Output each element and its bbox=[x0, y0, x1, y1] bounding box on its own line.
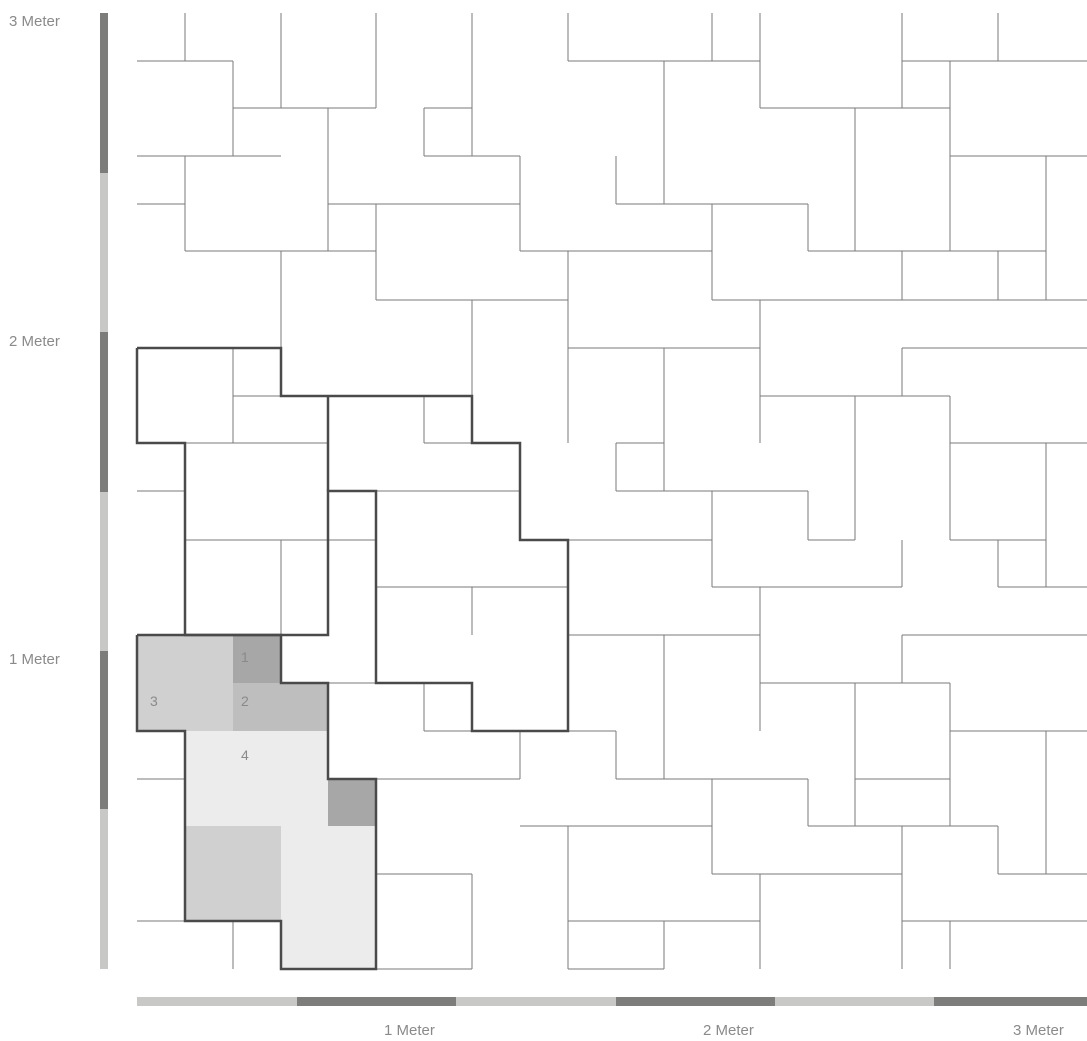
stone-light-fill bbox=[281, 826, 376, 969]
stone-mid-fill bbox=[185, 826, 281, 921]
scale-segment bbox=[100, 332, 108, 492]
stone-number-2: 2 bbox=[241, 693, 249, 709]
stone-number-3: 3 bbox=[150, 693, 158, 709]
scale-segment bbox=[100, 13, 108, 173]
stone-numbers: 1 2 3 4 bbox=[150, 649, 249, 763]
y-scale-label-2m: 2 Meter bbox=[9, 333, 60, 350]
module-outline-lower bbox=[135, 633, 378, 971]
scale-segment bbox=[775, 997, 934, 1006]
horizontal-scale-bar bbox=[137, 997, 1087, 1006]
scale-segment bbox=[934, 997, 1087, 1006]
stone-1-fill bbox=[233, 635, 281, 683]
scale-segment bbox=[297, 997, 456, 1006]
scale-segment bbox=[100, 651, 108, 809]
x-scale-label-1m: 1 Meter bbox=[384, 1022, 435, 1039]
scale-segment bbox=[616, 997, 775, 1006]
vertical-scale-bar bbox=[100, 13, 108, 969]
module-outlines bbox=[135, 346, 570, 971]
scale-segment bbox=[100, 492, 108, 651]
y-scale-label-3m: 3 Meter bbox=[9, 13, 60, 30]
stone-number-1: 1 bbox=[241, 649, 249, 665]
x-scale-label-3m: 3 Meter bbox=[1013, 1022, 1064, 1039]
highlighted-stones bbox=[137, 635, 376, 969]
scale-segment bbox=[137, 997, 297, 1006]
scale-segment bbox=[100, 173, 108, 332]
stone-number-4: 4 bbox=[241, 747, 249, 763]
x-scale-label-2m: 2 Meter bbox=[703, 1022, 754, 1039]
stone-2-fill bbox=[233, 683, 328, 731]
scale-segment bbox=[456, 997, 616, 1006]
stone-4-fill bbox=[185, 731, 328, 826]
scale-segment bbox=[100, 809, 108, 969]
stone-3-fill bbox=[137, 635, 233, 731]
y-scale-label-1m: 1 Meter bbox=[9, 651, 60, 668]
stone-dark-fill bbox=[328, 779, 376, 826]
